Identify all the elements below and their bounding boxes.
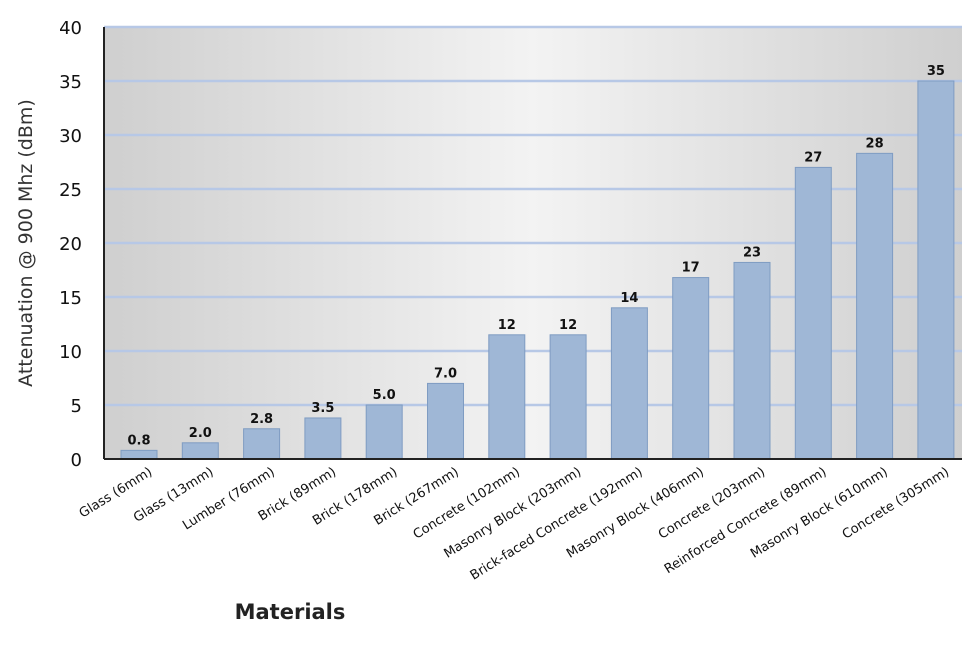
bar: [243, 428, 281, 460]
y-tick-label: 5: [71, 396, 82, 417]
data-label: 12: [559, 318, 577, 333]
y-tick-label: 10: [59, 342, 82, 363]
bar: [365, 404, 403, 460]
bar: [488, 334, 526, 460]
category-label: Concrete (102mm): [411, 465, 523, 543]
y-tick-label: 30: [59, 126, 82, 147]
data-label: 28: [866, 136, 884, 151]
data-label: 0.8: [127, 433, 150, 448]
data-labels: 0.8 2.0 2.8 3.5 5.0 7.0 12 12 14 17 23 27 28 35: [127, 64, 944, 448]
bar: [733, 261, 771, 460]
y-tick-labels: 0 5 10 15 20 25 30 35 40: [59, 18, 82, 471]
gridlines: [104, 25, 962, 407]
bar: [427, 382, 464, 460]
data-label: 5.0: [373, 388, 396, 403]
bar: [794, 166, 832, 460]
data-label: 35: [927, 64, 945, 79]
y-tick-label: 35: [59, 72, 82, 93]
bar: [917, 80, 955, 460]
bar: [181, 442, 219, 460]
data-label: 7.0: [434, 366, 457, 381]
bar: [672, 277, 710, 460]
data-label: 23: [743, 245, 761, 260]
data-label: 2.0: [189, 426, 212, 441]
y-tick-label: 25: [59, 180, 82, 201]
x-axis-label: Materials: [235, 600, 346, 624]
bar: [304, 417, 342, 460]
data-label: 14: [620, 291, 638, 306]
y-tick-label: 20: [59, 234, 82, 255]
data-label: 27: [804, 150, 822, 165]
bars: [120, 80, 955, 460]
data-label: 3.5: [311, 401, 334, 416]
data-label: 17: [682, 261, 700, 276]
y-tick-label: 0: [71, 450, 82, 471]
bar: [856, 152, 894, 460]
bar: [610, 307, 648, 460]
category-label: Concrete (203mm): [656, 465, 768, 543]
category-labels: Glass (6mm)Glass (13mm)Lumber (76mm)Bric…: [77, 465, 952, 584]
category-label: Concrete (305mm): [840, 465, 952, 543]
bar: [120, 449, 158, 460]
y-tick-label: 15: [59, 288, 82, 309]
y-tick-label: 40: [59, 18, 82, 39]
data-label: 2.8: [250, 412, 273, 427]
data-label: 12: [498, 318, 516, 333]
bar: [549, 334, 587, 460]
y-axis-label: Attenuation @ 900 Mhz (dBm): [15, 99, 37, 387]
